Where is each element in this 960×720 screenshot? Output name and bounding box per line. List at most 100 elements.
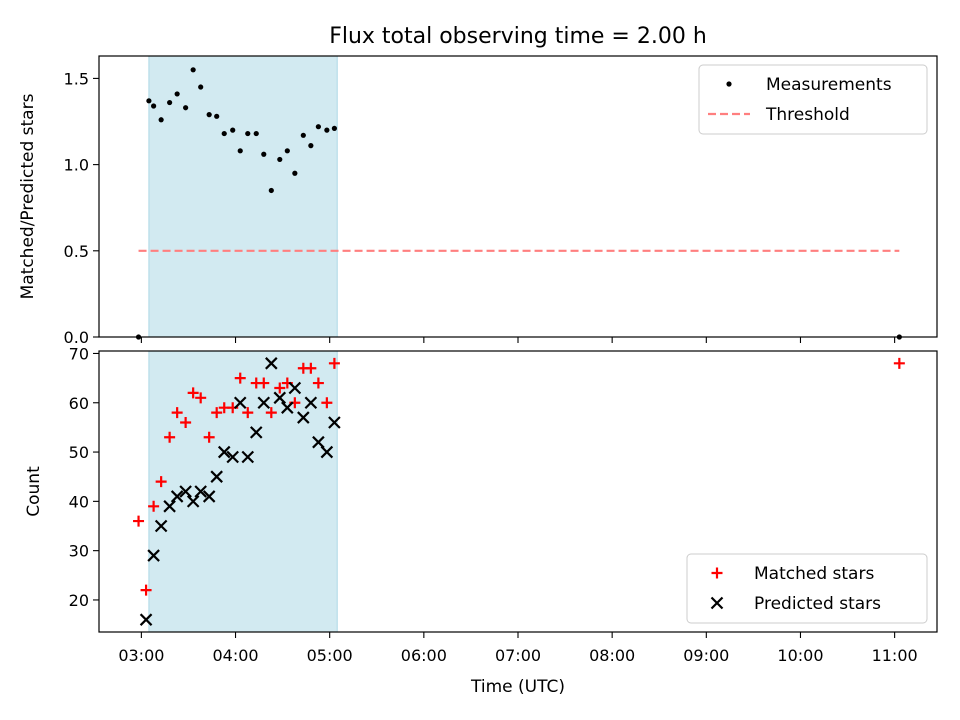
x-tick-label: 10:00 (777, 646, 823, 665)
chart-title: Flux total observing time = 2.00 h (329, 24, 707, 49)
measurement-point (237, 148, 243, 154)
matched-star-point (321, 397, 333, 409)
measurement-point (300, 132, 306, 138)
matched-star-point (258, 377, 270, 389)
x-tick-label: 08:00 (589, 646, 635, 665)
predicted-star-point (273, 391, 287, 405)
predicted-star-point (217, 445, 231, 459)
measurement-point (146, 98, 152, 104)
measurement-point (277, 156, 283, 163)
predicted-star-point (233, 396, 247, 410)
y-tick-label: 20 (69, 591, 89, 610)
predicted-star-point (265, 357, 278, 370)
top-panel: 0.0 0.5 1.0 1.5 Matched/Predicted stars Measu… (18, 55, 938, 347)
observing-span-shade (148, 55, 338, 338)
measurement-point (167, 99, 173, 106)
matched-star-point (133, 515, 145, 527)
legend-marker (711, 567, 723, 579)
y-tick-label: 1.5 (64, 69, 89, 88)
bottom-panel: 20 30 40 50 60 70 03:00 04:00 05:00 06:00 07:00 08:… (24, 344, 938, 665)
measurement-point (292, 170, 298, 176)
measurement-point (206, 112, 212, 118)
measurement-point (284, 148, 290, 154)
matched-star-point (155, 476, 167, 488)
matched-star-point (195, 392, 207, 404)
matched-star-point (164, 431, 176, 443)
matched-star-point (265, 407, 277, 419)
legend-box (686, 553, 928, 624)
measurement-point (261, 151, 267, 157)
predicted-star-point (179, 485, 192, 498)
predicted-star-point (202, 490, 216, 503)
measurement-point (324, 127, 330, 133)
y-axis-label: Matched/Predicted stars (18, 93, 38, 299)
x-tick-label: 09:00 (683, 646, 729, 665)
matched-star-point (203, 431, 215, 443)
x-tick-label: 05:00 (307, 646, 353, 665)
legend-label: Measurements (766, 75, 892, 95)
predicted-star-point (288, 381, 302, 395)
legend-marker (710, 596, 724, 610)
y-tick-label: 70 (69, 344, 89, 363)
measurement-point (331, 125, 337, 132)
y-tick-label: 1.0 (64, 156, 89, 175)
matched-star-point (312, 377, 324, 389)
measurement-point (268, 187, 274, 194)
predicted-star-point (320, 445, 334, 459)
legend-box (698, 64, 928, 135)
matched-star-point (274, 382, 286, 394)
measurement-point (245, 130, 251, 137)
legend-marker (726, 81, 732, 87)
predicted-star-point (163, 500, 176, 513)
legend-label: Predicted stars (754, 594, 881, 614)
matched-star-point (893, 357, 905, 369)
predicted-star-point (147, 549, 160, 562)
predicted-star-point (328, 416, 341, 429)
measurement-point (315, 124, 321, 130)
matched-star-point (140, 584, 152, 596)
x-tick-label: 06:00 (401, 646, 447, 665)
matched-star-point (171, 407, 183, 419)
legend-label: Threshold (765, 105, 850, 125)
predicted-star-point (249, 426, 263, 439)
matched-star-point (234, 372, 246, 384)
predicted-star-point (226, 450, 239, 464)
predicted-star-point (170, 490, 184, 503)
matched-star-point (211, 407, 223, 419)
legend-label: Matched stars (754, 564, 874, 584)
matched-star-point (148, 500, 160, 512)
predicted-star-point (241, 450, 255, 464)
matched-star-point (187, 387, 199, 399)
matched-star-point (305, 362, 317, 374)
x-axis-label: Time (UTC) (470, 677, 565, 697)
predicted-star-point (154, 519, 168, 533)
measurement-point (253, 130, 259, 137)
measurement-point (308, 143, 314, 149)
y-tick-label: 60 (69, 394, 89, 413)
x-tick-label: 03:00 (118, 646, 164, 665)
y-tick-label: 40 (69, 492, 89, 511)
matched-star-point (328, 357, 340, 369)
predicted-star-point (210, 470, 223, 483)
y-tick-label: 0.0 (64, 328, 89, 347)
measurement-point (183, 105, 189, 111)
x-tick-label: 11:00 (872, 646, 918, 665)
measurement-point (158, 117, 164, 123)
predicted-star-point (139, 613, 153, 626)
matched-star-point (180, 416, 192, 428)
predicted-star-point (297, 411, 310, 424)
measurement-point (190, 67, 196, 73)
measurement-point (230, 127, 236, 133)
measurement-point (174, 91, 180, 97)
y-tick-label: 0.5 (64, 242, 89, 261)
predicted-star-point (186, 495, 200, 508)
measurement-point (221, 130, 227, 137)
predicted-star-point (194, 485, 207, 498)
x-tick-label: 07:00 (495, 646, 541, 665)
predicted-star-point (257, 396, 271, 410)
measurement-point (151, 103, 157, 109)
observing-span-shade (148, 350, 338, 633)
measurement-point (198, 84, 204, 90)
y-axis-label: Count (24, 466, 44, 517)
